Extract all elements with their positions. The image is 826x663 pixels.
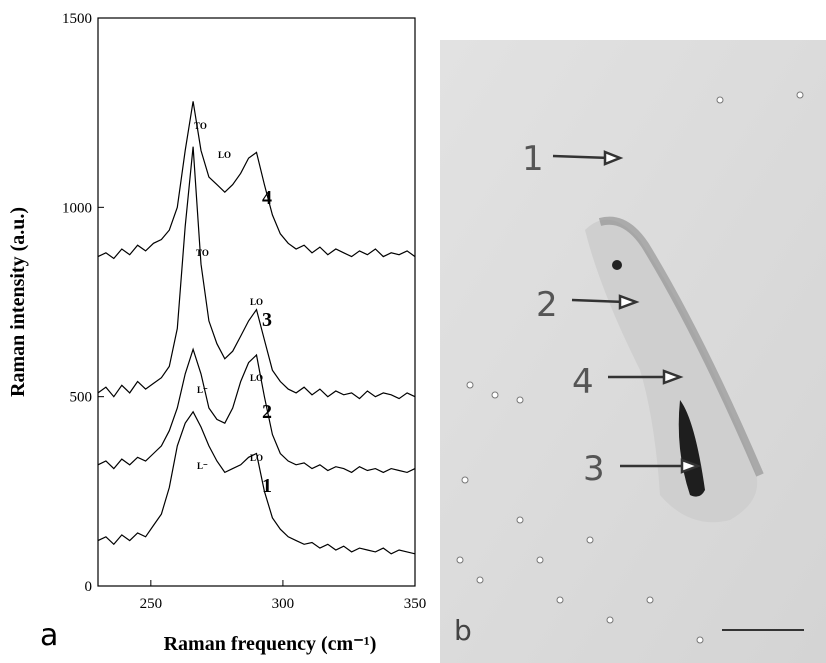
peak-annotation: LO bbox=[250, 297, 263, 307]
peak-annotation: LO bbox=[218, 150, 231, 160]
peak-annotation: L⁻ bbox=[197, 385, 208, 395]
peak-annotation: LO bbox=[250, 373, 263, 383]
x-axis-label: Raman frequency (cm⁻¹) bbox=[164, 633, 377, 655]
y-axis-label: Raman intensity (a.u.) bbox=[7, 207, 29, 397]
panel-label: a bbox=[40, 618, 58, 653]
series-label: 4 bbox=[262, 187, 272, 209]
image-label: 2 bbox=[536, 285, 558, 325]
spectrum-line bbox=[97, 347, 416, 474]
series-label: 3 bbox=[262, 309, 272, 331]
x-tick-label: 250 bbox=[140, 596, 163, 612]
x-tick-label: 300 bbox=[272, 596, 295, 612]
spectrum-line bbox=[97, 410, 416, 555]
x-tick-label: 350 bbox=[404, 596, 427, 612]
y-tick-label: 1000 bbox=[62, 200, 92, 216]
image-label: 4 bbox=[572, 362, 594, 402]
peak-annotation: L⁻ bbox=[197, 461, 208, 471]
image-label: 3 bbox=[583, 449, 605, 489]
peak-annotation: LO bbox=[250, 453, 263, 463]
peak-annotation: TO bbox=[194, 121, 207, 131]
spectrum-line bbox=[97, 146, 416, 400]
y-tick-label: 1500 bbox=[62, 11, 92, 27]
peak-annotation: TO bbox=[196, 248, 209, 258]
y-tick-label: 0 bbox=[85, 579, 93, 595]
image-label: 1 bbox=[522, 139, 544, 179]
micrograph bbox=[440, 40, 826, 663]
panel-label: b bbox=[454, 614, 472, 647]
spectrum-line bbox=[97, 101, 416, 260]
plot-frame bbox=[97, 17, 416, 587]
series-label: 1 bbox=[262, 475, 272, 497]
y-tick-label: 500 bbox=[70, 390, 93, 406]
series-label: 2 bbox=[262, 401, 272, 423]
